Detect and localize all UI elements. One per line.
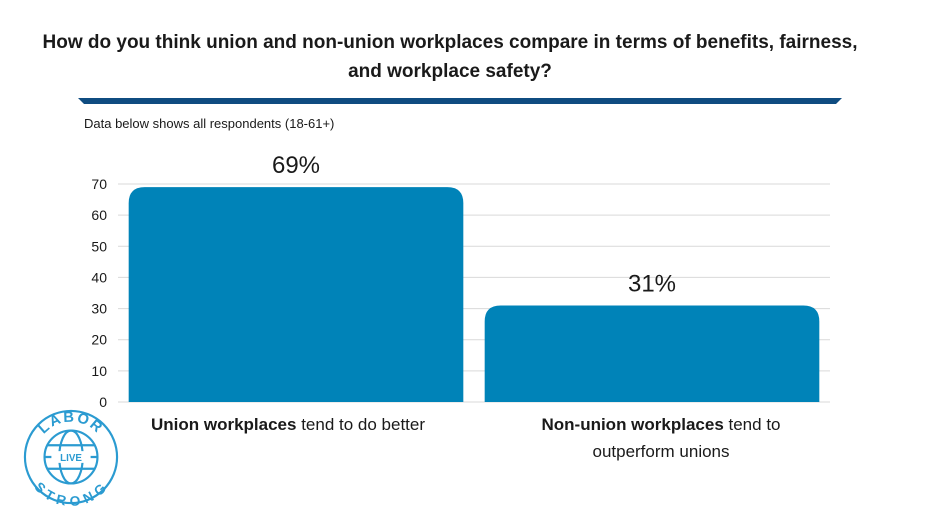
y-tick-label: 20 — [91, 332, 107, 348]
bars — [128, 187, 820, 402]
y-tick-label: 60 — [91, 207, 107, 223]
bar-0 — [128, 187, 464, 402]
labor-live-strong-logo-icon: LIVE LABOR STRONG — [23, 410, 119, 506]
chart-title: How do you think union and non-union wor… — [42, 32, 858, 82]
y-tick-label: 10 — [91, 363, 107, 379]
title-underline — [78, 98, 842, 104]
svg-text:LIVE: LIVE — [60, 453, 82, 464]
chart-subtitle: Data below shows all respondents (18-61+… — [84, 116, 335, 131]
y-tick-label: 70 — [91, 176, 107, 192]
category-label-non-union: Non-union workplaces tend to outperform … — [541, 415, 781, 461]
y-tick-label: 0 — [99, 394, 107, 410]
y-tick-label: 40 — [91, 269, 107, 285]
bar-1 — [484, 305, 820, 402]
category-label-union: Union workplaces tend to do better — [150, 415, 426, 434]
data-label-0: 69% — [272, 152, 320, 179]
svg-text:LABOR: LABOR — [36, 410, 107, 438]
data-labels: 69% 31% — [272, 152, 676, 297]
y-axis-ticks: 0 10 20 30 40 50 60 70 — [91, 176, 107, 410]
y-tick-label: 50 — [91, 238, 107, 254]
y-tick-label: 30 — [91, 301, 107, 317]
data-label-1: 31% — [628, 270, 676, 297]
